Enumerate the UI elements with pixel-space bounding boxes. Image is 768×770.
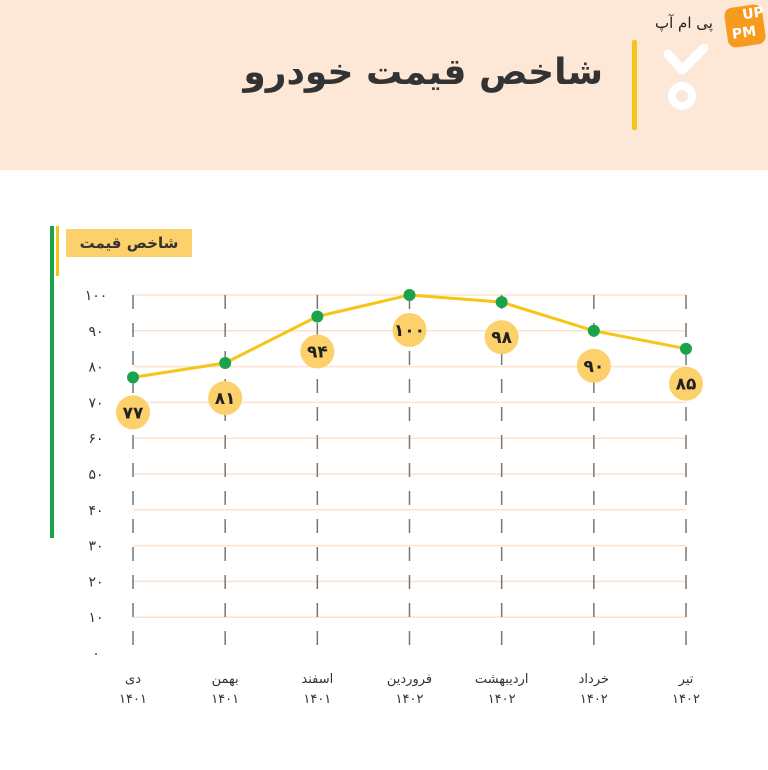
data-label-bubble [116,395,150,430]
y-tick-label: ۴۰ [88,503,103,519]
x-tick-month: تیر [678,672,694,687]
grid-lines [132,294,687,659]
y-axis: ۰ ۱۰ ۲۰ ۳۰ ۴۰ ۵۰ ۶۰ ۷۰ ۸۰ ۹۰ ۱۰۰ [85,288,108,662]
data-label-bubble [484,320,519,355]
x-tick-month: اسفند [301,672,333,687]
data-label-bubble [576,348,611,383]
y-tick-label: ۸۰ [88,360,103,376]
y-tick-label: ۱۰۰ [85,288,108,304]
header-banner: شاخص قیمت خودرو پی ام آپ UP PM [0,0,768,170]
x-tick-year: ۱۴۰۲ [672,692,700,707]
data-label-bubble [300,334,335,369]
y-tick-label: ۰ [92,646,100,662]
page-title: شاخص قیمت خودرو [243,52,603,93]
checkmark-gear-icon [664,44,708,110]
data-label-bubble [392,313,427,347]
y-tick-label: ۶۰ [88,431,103,447]
x-tick-year: ۱۴۰۱ [303,692,331,707]
data-label: ۹۴ [307,342,328,362]
x-tick-month: بهمن [212,672,239,687]
data-point [127,371,139,384]
data-label-bubble [208,381,243,416]
chart-accent-green-bar [50,226,54,538]
x-tick-year: ۱۴۰۲ [488,692,516,707]
series-line-group: ۷۷ ۸۱ ۹۴ ۱۰۰ ۹۸ ۹۰ ۸۵ [116,289,703,430]
x-tick-month: دی [125,672,141,687]
series-label: شاخص قیمت [66,229,192,257]
title-accent-bar [632,40,637,130]
data-label: ۸۱ [215,389,236,409]
y-tick-label: ۹۰ [88,324,103,340]
x-tick-year: ۱۴۰۱ [119,692,147,707]
data-label: ۱۰۰ [394,321,425,341]
x-tick-month: اردیبهشت [475,672,529,687]
data-point [219,357,232,370]
data-point [587,324,600,337]
y-tick-label: ۳۰ [88,539,103,555]
data-point [495,296,508,309]
x-tick-month: خرداد [579,672,609,687]
y-tick-label: ۲۰ [88,574,103,590]
data-label: ۹۰ [583,357,604,377]
chart-accent-yellow-bar [56,226,59,276]
data-point [680,342,692,355]
data-label: ۹۸ [491,328,512,348]
x-tick-year: ۱۴۰۲ [580,692,608,707]
data-point [403,289,416,301]
data-point [311,310,324,323]
data-label: ۸۵ [676,375,697,395]
data-label-bubble [669,366,703,401]
y-tick-label: ۷۰ [88,395,103,411]
x-tick-year: ۱۴۰۲ [396,692,424,707]
x-tick-month: فروردین [387,672,432,687]
x-tick-year: ۱۴۰۱ [211,692,239,707]
data-label: ۷۷ [123,403,144,423]
brand-name: پی ام آپ [655,14,713,32]
x-axis: دی ۱۴۰۱ بهمن ۱۴۰۱ اسفند ۱۴۰۱ فروردین ۱۴۰۲ اردیبه… [119,672,700,707]
y-tick-label: ۱۰ [88,610,103,626]
y-tick-label: ۵۰ [88,467,103,483]
